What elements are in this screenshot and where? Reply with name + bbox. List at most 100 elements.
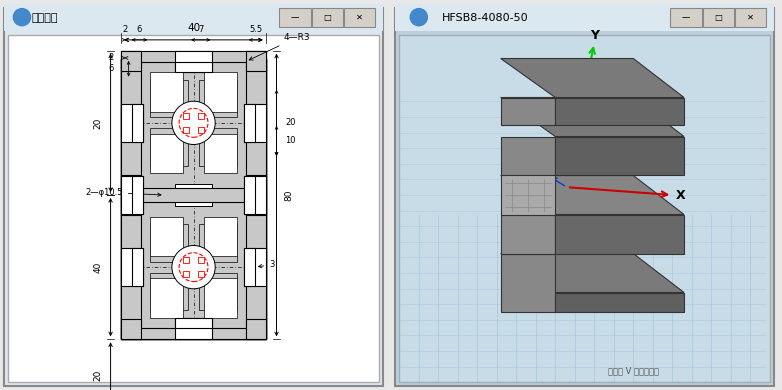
Text: 5.5: 5.5 xyxy=(249,25,262,34)
Bar xyxy=(132,176,143,214)
Bar xyxy=(204,278,237,317)
Text: X: X xyxy=(676,189,685,202)
Text: HFSB8-4080-50: HFSB8-4080-50 xyxy=(442,12,529,23)
Bar xyxy=(244,104,266,142)
Text: Y: Y xyxy=(590,29,599,42)
Bar xyxy=(121,195,142,215)
Bar xyxy=(184,271,189,277)
Polygon shape xyxy=(500,215,555,254)
Bar xyxy=(150,224,188,262)
Bar xyxy=(204,216,237,256)
Bar xyxy=(174,184,213,206)
Polygon shape xyxy=(500,176,555,214)
Text: 4—R3: 4—R3 xyxy=(249,33,310,60)
Bar xyxy=(174,51,213,62)
Bar xyxy=(198,127,203,133)
Polygon shape xyxy=(500,176,684,214)
FancyBboxPatch shape xyxy=(703,8,734,27)
Bar xyxy=(121,319,142,339)
Circle shape xyxy=(172,101,215,144)
Bar xyxy=(199,224,237,262)
Bar xyxy=(150,278,183,317)
Polygon shape xyxy=(500,98,555,125)
Polygon shape xyxy=(500,254,684,292)
Bar xyxy=(246,51,266,71)
Bar xyxy=(204,72,237,112)
Bar xyxy=(244,176,255,214)
Bar xyxy=(246,319,266,339)
Bar xyxy=(121,175,142,195)
Bar xyxy=(255,176,266,214)
Text: 40: 40 xyxy=(187,23,200,33)
Polygon shape xyxy=(555,292,684,312)
FancyBboxPatch shape xyxy=(396,8,773,386)
Bar xyxy=(174,328,213,339)
Bar xyxy=(199,273,237,310)
Text: 头条号 V 过去和未来: 头条号 V 过去和未来 xyxy=(608,366,658,375)
Bar xyxy=(121,51,142,71)
Polygon shape xyxy=(500,98,684,136)
Text: 10: 10 xyxy=(285,136,296,145)
Text: 20: 20 xyxy=(94,370,102,381)
FancyBboxPatch shape xyxy=(670,8,701,27)
Text: 80: 80 xyxy=(285,189,294,201)
Text: 2: 2 xyxy=(122,25,127,34)
Text: —: — xyxy=(682,13,691,22)
Bar xyxy=(9,35,378,382)
Text: ✕: ✕ xyxy=(356,13,363,22)
Bar xyxy=(246,195,266,215)
Text: 6: 6 xyxy=(108,64,113,73)
Bar xyxy=(199,128,237,166)
Bar xyxy=(174,62,213,71)
Bar xyxy=(150,273,188,310)
Bar xyxy=(150,72,183,112)
Bar xyxy=(150,128,188,166)
Bar xyxy=(184,113,189,119)
Bar xyxy=(121,176,132,214)
Bar xyxy=(121,328,266,339)
Circle shape xyxy=(172,246,215,289)
Text: 3: 3 xyxy=(259,260,274,269)
Bar xyxy=(5,4,382,31)
Bar xyxy=(121,195,142,339)
Bar xyxy=(244,176,266,214)
Bar xyxy=(150,80,188,117)
Polygon shape xyxy=(500,58,684,98)
Bar xyxy=(121,248,143,286)
Text: G: G xyxy=(416,14,421,20)
Bar xyxy=(121,51,142,195)
Polygon shape xyxy=(555,215,684,254)
Bar xyxy=(174,317,213,339)
Bar xyxy=(174,62,213,73)
Bar xyxy=(246,51,266,195)
Text: 6: 6 xyxy=(137,25,142,34)
Bar xyxy=(246,175,266,195)
Circle shape xyxy=(13,9,30,26)
Bar xyxy=(121,51,266,62)
Text: ✕: ✕ xyxy=(747,13,754,22)
FancyBboxPatch shape xyxy=(5,8,382,386)
Bar xyxy=(174,319,213,328)
Bar xyxy=(396,4,773,31)
FancyBboxPatch shape xyxy=(312,8,343,27)
Text: □: □ xyxy=(715,13,723,22)
Text: G: G xyxy=(19,14,25,20)
Bar xyxy=(198,113,203,119)
Text: □: □ xyxy=(324,13,332,22)
FancyBboxPatch shape xyxy=(344,8,375,27)
Bar xyxy=(132,248,143,286)
Text: 20: 20 xyxy=(285,118,296,128)
Text: 2—φ10.5: 2—φ10.5 xyxy=(85,188,161,197)
Polygon shape xyxy=(555,98,684,125)
Circle shape xyxy=(179,253,208,282)
Bar xyxy=(244,248,266,286)
Polygon shape xyxy=(500,136,555,176)
Bar xyxy=(198,257,203,263)
Text: 7: 7 xyxy=(198,25,203,34)
Circle shape xyxy=(179,108,208,137)
FancyBboxPatch shape xyxy=(735,8,766,27)
Text: —: — xyxy=(291,13,300,22)
Bar xyxy=(198,271,203,277)
Text: Z: Z xyxy=(533,160,540,170)
Text: 20: 20 xyxy=(94,117,102,129)
